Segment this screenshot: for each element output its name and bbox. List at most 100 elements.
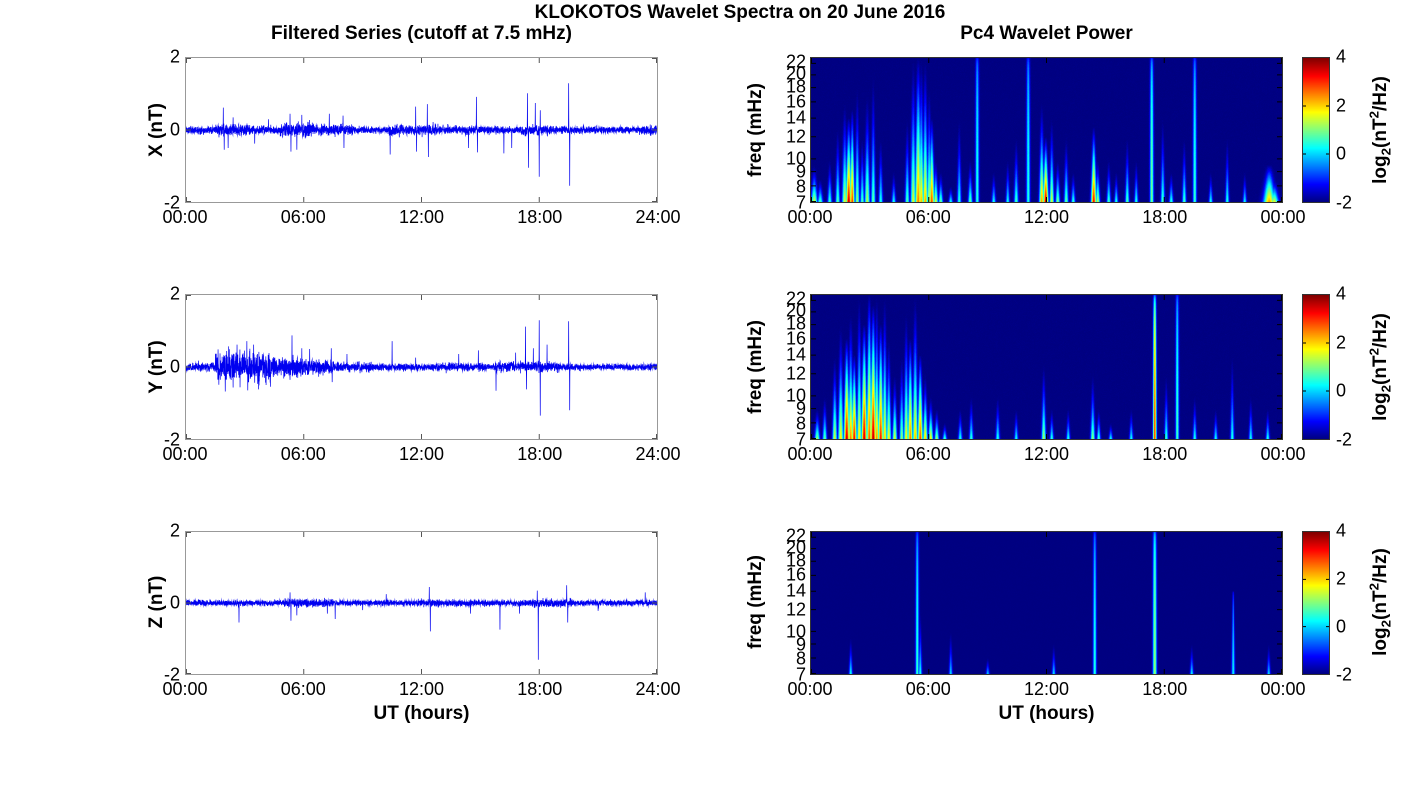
- tick-label: 06:00: [280, 207, 326, 227]
- tick-label: 06:00: [280, 679, 326, 699]
- tick-label: 20: [785, 63, 806, 84]
- tick-label: 18:00: [517, 207, 563, 227]
- colorbar-label-text: log: [1369, 392, 1391, 421]
- tick-label: -2: [163, 429, 180, 450]
- x-wavelet-yticks: 22 20 18 16 14 12 10 9 8 7: [762, 52, 806, 213]
- tick-label: 00:00: [162, 444, 208, 464]
- x-series-yticks: 2 0 -2: [138, 47, 180, 213]
- colorbar-label-text: (nT: [1369, 590, 1391, 620]
- tick-label: 22: [785, 51, 806, 72]
- tick-label: 00:00: [162, 679, 208, 699]
- tick-label: 0: [169, 356, 180, 377]
- tick-label: 12:00: [1023, 679, 1070, 699]
- tick-label: 12:00: [1023, 444, 1070, 464]
- tick-label: 18: [785, 550, 806, 571]
- right-x-axis-label: UT (hours): [998, 703, 1095, 724]
- tick-label: 12: [785, 599, 806, 620]
- tick-label: 18:00: [1142, 444, 1188, 464]
- tick-label: 7: [795, 429, 806, 450]
- tick-label: 12: [785, 126, 806, 147]
- colorbar-label-sup: 2: [1366, 347, 1382, 356]
- z-wavelet-colorbar-ticks: 4 2 0 -2: [1336, 521, 1366, 685]
- z-wavelet-colorbar-gradient: [1303, 532, 1329, 674]
- tick-label: 00:00: [1260, 444, 1306, 464]
- x-wavelet-plot: [811, 58, 1282, 202]
- tick-label: 18: [785, 76, 806, 97]
- tick-label: 4: [1336, 520, 1347, 541]
- tick-label: 18:00: [517, 679, 563, 699]
- x-series-xticks: 00:00 06:00 12:00 18:00 24:00: [162, 207, 680, 227]
- colorbar-label-sup: 2: [1366, 110, 1382, 119]
- tick-label: 0: [169, 592, 180, 613]
- tick-label: 00:00: [1260, 679, 1306, 699]
- tick-label: 12:00: [398, 207, 445, 227]
- figure-title: KLOKOTOS Wavelet Spectra on 20 June 2016: [534, 2, 946, 23]
- tick-label: 12: [785, 363, 806, 384]
- z-series-yticks: 2 0 -2: [138, 521, 180, 685]
- colorbar-label-sub: 2: [1378, 147, 1394, 156]
- tick-label: 7: [795, 192, 806, 213]
- tick-label: -2: [1336, 664, 1353, 685]
- tick-label: 16: [785, 564, 806, 585]
- tick-label: 9: [795, 634, 806, 655]
- tick-label: 10: [785, 621, 806, 642]
- tick-label: 8: [795, 413, 806, 434]
- tick-label: 14: [785, 344, 806, 365]
- tick-label: 0: [1336, 380, 1347, 401]
- x-series-plot: [186, 58, 657, 202]
- tick-label: 18:00: [1142, 679, 1188, 699]
- y-series-plot: [186, 295, 657, 439]
- tick-label: 2: [169, 46, 180, 67]
- tick-label: 2: [1336, 332, 1347, 353]
- tick-label: 18:00: [1142, 207, 1188, 227]
- colorbar-label-text: (nT: [1369, 355, 1391, 385]
- right-column-title: Pc4 Wavelet Power: [960, 23, 1133, 44]
- tick-label: 12:00: [398, 679, 445, 699]
- tick-label: 00:00: [1260, 207, 1306, 227]
- tick-label: 10: [785, 148, 806, 169]
- tick-label: 9: [795, 398, 806, 419]
- tick-label: 16: [785, 91, 806, 112]
- tick-label: 12:00: [398, 444, 445, 464]
- colorbar-label-text: log: [1369, 627, 1391, 656]
- x-wavelet-xticks: 00:00 06:00 12:00 18:00 00:00: [787, 207, 1305, 227]
- tick-label: -2: [1336, 192, 1353, 213]
- z-wavelet-xticks: 00:00 06:00 12:00 18:00 00:00: [787, 679, 1305, 699]
- tick-label: 06:00: [905, 207, 951, 227]
- tick-label: 4: [1336, 283, 1347, 304]
- y-wavelet-colorbar-label: log2(nT2/Hz): [1366, 313, 1393, 421]
- tick-label: 24:00: [635, 207, 681, 227]
- y-wavelet-colorbar-gradient: [1303, 295, 1329, 439]
- tick-label: 22: [785, 288, 806, 309]
- y-wavelet-colorbar-ticks: 4 2 0 -2: [1336, 284, 1366, 450]
- y-series-xticks: 00:00 06:00 12:00 18:00 24:00: [162, 444, 680, 464]
- x-wavelet-colorbar-gradient: [1303, 58, 1329, 202]
- x-wavelet-colorbar-label: log2(nT2/Hz): [1366, 76, 1393, 184]
- tick-label: 8: [795, 176, 806, 197]
- tick-label: 12:00: [1023, 207, 1070, 227]
- tick-label: 00:00: [787, 679, 833, 699]
- z-wavelet-colorbar: [1302, 531, 1330, 675]
- tick-label: 20: [785, 300, 806, 321]
- z-wavelet-yticks: 22 20 18 16 14 12 10 9 8 7: [762, 526, 806, 685]
- x-wavelet-colorbar: [1302, 57, 1330, 203]
- z-series-panel: [185, 531, 658, 675]
- tick-label: 2: [169, 283, 180, 304]
- tick-label: 24:00: [635, 679, 681, 699]
- tick-label: 14: [785, 580, 806, 601]
- y-wavelet-colorbar: [1302, 294, 1330, 440]
- tick-label: 4: [1336, 46, 1347, 67]
- tick-label: -2: [1336, 429, 1353, 450]
- tick-label: 06:00: [905, 444, 951, 464]
- y-series-yticks: 2 0 -2: [138, 284, 180, 450]
- z-wavelet-plot: [811, 532, 1282, 674]
- tick-label: 22: [785, 525, 806, 546]
- tick-label: 9: [795, 161, 806, 182]
- left-column-title: Filtered Series (cutoff at 7.5 mHz): [271, 23, 572, 44]
- colorbar-label-text: /Hz): [1369, 313, 1391, 348]
- x-wavelet-colorbar-ticks: 4 2 0 -2: [1336, 47, 1366, 213]
- colorbar-label-text: /Hz): [1369, 548, 1391, 583]
- tick-label: 24:00: [635, 444, 681, 464]
- z-series-xticks: 00:00 06:00 12:00 18:00 24:00: [162, 679, 680, 699]
